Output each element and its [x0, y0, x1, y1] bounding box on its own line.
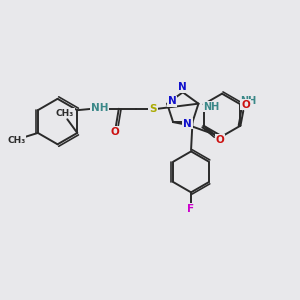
Text: CH₃: CH₃ — [7, 136, 26, 145]
Text: O: O — [241, 100, 250, 110]
Text: F: F — [188, 204, 195, 214]
Text: NH: NH — [240, 97, 256, 106]
Text: N: N — [168, 96, 177, 106]
Text: O: O — [215, 135, 224, 145]
Text: NH: NH — [91, 103, 108, 113]
Text: NH: NH — [203, 102, 220, 112]
Text: O: O — [110, 127, 119, 137]
Text: S: S — [149, 104, 157, 114]
Text: N: N — [183, 118, 192, 128]
Text: CH₃: CH₃ — [56, 109, 74, 118]
Text: N: N — [178, 82, 187, 92]
